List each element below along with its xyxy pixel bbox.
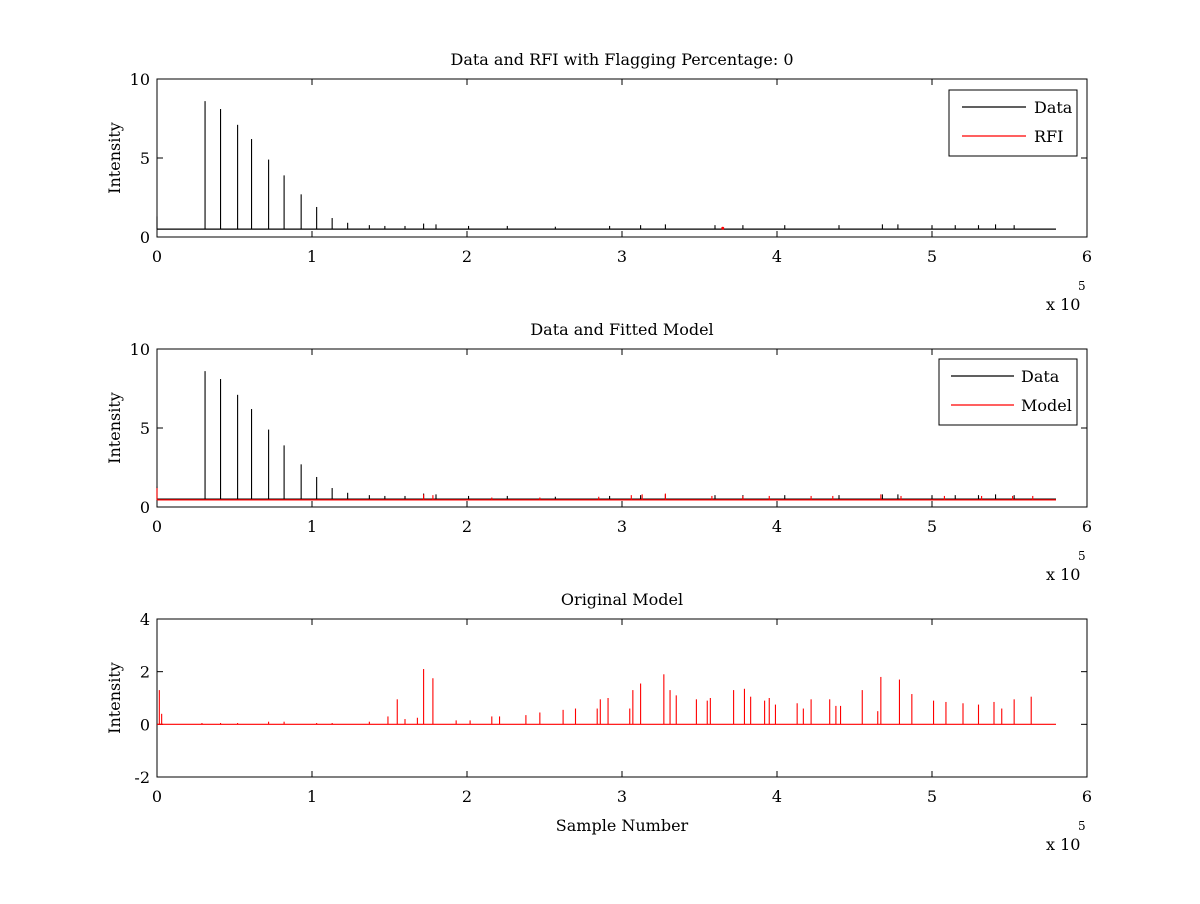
x-tick-label: 6 xyxy=(1082,517,1092,536)
chart-panel-1: Data and RFI with Flagging Percentage: 0… xyxy=(105,50,1092,314)
y-tick-label: -2 xyxy=(134,768,150,787)
x-multiplier-exponent: 5 xyxy=(1078,549,1086,563)
series-point xyxy=(721,226,725,230)
x-multiplier-label: x 10 xyxy=(1046,565,1080,584)
y-axis-label: Intensity xyxy=(105,662,124,734)
legend-entry: RFI xyxy=(1034,127,1063,146)
y-tick-label: 0 xyxy=(140,715,150,734)
x-tick-label: 4 xyxy=(772,247,782,266)
axes-box xyxy=(156,618,1088,778)
chart-panel-2: Data and Fitted Model Intensity 0 1 2 3 4 5 6 0 5 1… xyxy=(105,320,1092,584)
x-tick-label: 0 xyxy=(152,517,162,536)
legend-box xyxy=(938,358,1078,426)
x-tick-label: 0 xyxy=(152,247,162,266)
x-multiplier-exponent: 5 xyxy=(1078,279,1086,293)
series-data xyxy=(156,101,1056,230)
y-axis-label: Intensity xyxy=(105,392,124,464)
legend-entry: Model xyxy=(1021,396,1072,415)
chart-title: Data and Fitted Model xyxy=(530,320,713,339)
series-model xyxy=(156,488,1056,501)
y-tick-label: 0 xyxy=(140,498,150,517)
y-tick-label: 10 xyxy=(130,70,150,89)
legend-box xyxy=(948,89,1078,157)
y-tick-label: 0 xyxy=(140,228,150,247)
x-tick-label: 0 xyxy=(152,787,162,806)
series-rfi xyxy=(721,226,725,230)
x-tick-label: 4 xyxy=(772,787,782,806)
x-tick-label: 2 xyxy=(462,247,472,266)
x-tick-label: 2 xyxy=(462,787,472,806)
x-tick-label: 3 xyxy=(617,517,627,536)
x-tick-label: 5 xyxy=(927,517,937,536)
y-tick-label: 10 xyxy=(130,340,150,359)
x-multiplier-label: x 10 xyxy=(1046,295,1080,314)
series-model xyxy=(157,669,1056,725)
chart-title: Original Model xyxy=(561,590,683,609)
axes-box xyxy=(156,78,1088,238)
x-multiplier-label: x 10 xyxy=(1046,835,1080,854)
x-tick-label: 2 xyxy=(462,517,472,536)
legend-entry: Data xyxy=(1021,367,1060,386)
y-axis-label: Intensity xyxy=(105,122,124,194)
legend: Data RFI xyxy=(948,89,1078,157)
chart-title: Data and RFI with Flagging Percentage: 0 xyxy=(450,50,793,69)
x-multiplier-exponent: 5 xyxy=(1078,819,1086,833)
axes-box xyxy=(156,348,1088,508)
y-tick-label: 5 xyxy=(140,419,150,438)
x-tick-label: 3 xyxy=(617,247,627,266)
legend-entry: Data xyxy=(1034,98,1073,117)
series-data xyxy=(156,371,1056,500)
x-tick-label: 5 xyxy=(927,247,937,266)
x-tick-label: 1 xyxy=(307,247,317,266)
legend: Data Model xyxy=(938,358,1078,426)
x-axis-label: Sample Number xyxy=(556,816,689,835)
x-tick-label: 1 xyxy=(307,517,317,536)
x-tick-label: 3 xyxy=(617,787,627,806)
y-tick-label: 4 xyxy=(140,610,150,629)
x-tick-label: 5 xyxy=(927,787,937,806)
x-tick-label: 4 xyxy=(772,517,782,536)
x-tick-label: 6 xyxy=(1082,787,1092,806)
chart-panel-3: Original Model Intensity Sample Number 0 1 2 3… xyxy=(105,590,1092,854)
y-tick-label: 2 xyxy=(140,663,150,682)
x-tick-label: 6 xyxy=(1082,247,1092,266)
y-tick-label: 5 xyxy=(140,149,150,168)
x-tick-label: 1 xyxy=(307,787,317,806)
